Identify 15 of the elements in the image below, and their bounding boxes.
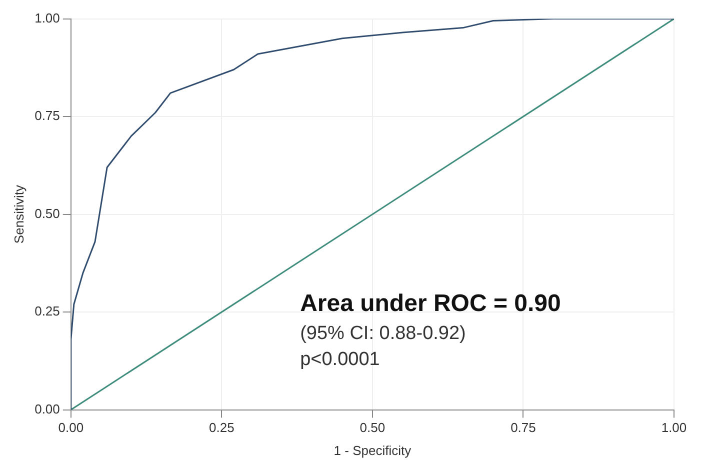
y-tick-label: 0.00	[34, 401, 60, 416]
x-tick-label: 0.50	[360, 420, 386, 436]
annotation: p<0.0001	[300, 349, 380, 370]
y-tick-label: 0.75	[34, 108, 60, 124]
x-tick-label: 1.00	[661, 420, 687, 436]
annotation: (95% CI: 0.88-0.92)	[300, 323, 466, 344]
y-tick-label: 0.50	[34, 206, 60, 221]
y-axis-title: Sensitivity	[11, 184, 26, 244]
y-tick-label: 1.00	[34, 10, 60, 26]
x-axis-title: 1 - Specificity	[334, 442, 412, 458]
x-tick-label: 0.25	[209, 420, 234, 436]
annotation: Area under ROC = 0.90	[300, 290, 561, 318]
x-tick-label: 0.00	[58, 420, 84, 436]
y-tick-label: 0.25	[34, 304, 60, 319]
x-tick-label: 0.75	[510, 420, 536, 436]
